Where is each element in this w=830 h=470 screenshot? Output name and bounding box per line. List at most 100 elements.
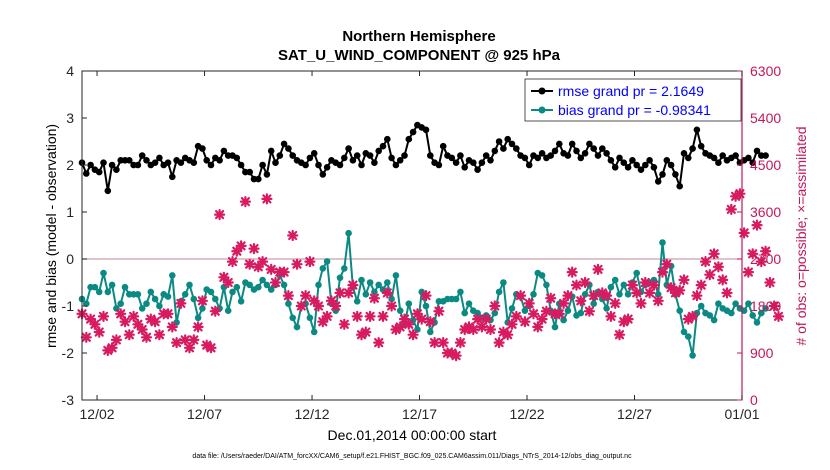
data-point-bias [310, 328, 318, 336]
data-point-rmse [392, 161, 400, 169]
data-point-rmse [289, 152, 297, 159]
data-point-rmse [629, 157, 636, 164]
left-axis: -3 -2 -1 0 1 2 3 4 [62, 63, 87, 408]
data-point-bias [422, 302, 430, 310]
data-point-obs [583, 305, 596, 317]
data-point-obs [639, 276, 651, 289]
data-point-bias [108, 281, 116, 289]
data-point-obs [183, 342, 196, 354]
data-point-rmse [650, 164, 658, 171]
data-point-bias [676, 307, 683, 315]
data-point-bias [392, 272, 400, 279]
data-point-rmse [685, 154, 692, 162]
data-point-rmse [482, 152, 490, 159]
y-tick-label-right: 4500 [750, 157, 781, 173]
data-point-rmse [564, 152, 572, 159]
data-point-obs [257, 256, 269, 268]
data-point-obs [394, 321, 406, 333]
data-point-obs [343, 287, 355, 299]
data-point-rmse [203, 157, 210, 164]
data-point-bias [181, 291, 189, 298]
data-point-rmse [100, 159, 107, 166]
data-point-bias [758, 309, 765, 317]
data-point-rmse [396, 157, 404, 164]
data-point-rmse [642, 161, 649, 169]
data-point-obs [626, 279, 639, 291]
data-point-bias [358, 276, 365, 284]
data-point-rmse [190, 159, 198, 166]
data-point-obs [605, 310, 617, 322]
data-point-obs [527, 308, 540, 320]
data-point-obs [188, 334, 200, 346]
data-point-bias [538, 272, 546, 279]
x-tick-label: 12/12 [295, 406, 330, 422]
data-point-rmse [495, 138, 503, 145]
data-point-rmse [315, 161, 322, 169]
data-point-obs [661, 258, 673, 270]
data-point-rmse [659, 171, 666, 178]
data-point-bias [83, 300, 90, 308]
data-point-rmse [633, 161, 640, 169]
data-point-obs [618, 316, 630, 328]
data-point-rmse [83, 170, 90, 177]
data-point-rmse [207, 161, 215, 169]
legend-rmse-label: rmse grand pr = 2.1649 [558, 83, 704, 99]
data-point-obs [304, 256, 316, 268]
data-point-rmse [323, 164, 331, 171]
data-point-obs [119, 316, 131, 328]
data-point-obs [708, 248, 720, 260]
data-point-bias [91, 283, 99, 291]
data-point-rmse [676, 182, 683, 190]
data-point-obs [433, 305, 445, 317]
data-point-obs [239, 196, 251, 208]
data-point-rmse [461, 164, 469, 171]
data-point-rmse [263, 171, 271, 178]
data-point-obs [682, 313, 694, 325]
data-point-rmse [401, 152, 408, 159]
data-point-rmse [762, 152, 769, 159]
data-point-rmse [457, 152, 464, 159]
y-tick-label-right: 3600 [750, 204, 781, 220]
data-point-rmse [306, 154, 314, 162]
data-point-bias [362, 291, 370, 298]
data-point-obs [609, 297, 621, 309]
data-point-rmse [478, 159, 486, 166]
data-point-bias [246, 281, 253, 289]
data-point-obs [252, 261, 264, 273]
data-point-rmse [358, 161, 365, 169]
data-point-obs [196, 295, 208, 307]
data-point-obs [562, 290, 574, 302]
y-tick-label-right: 6300 [750, 63, 781, 79]
chart-subtitle: SAT_U_WIND_COMPONENT @ 925 hPa [278, 47, 561, 64]
data-point-bias [285, 300, 292, 308]
data-point-obs [631, 287, 643, 299]
data-point-obs [755, 256, 767, 268]
data-point-bias [224, 307, 232, 315]
data-point-rmse [199, 145, 206, 152]
data-point-bias [194, 314, 202, 322]
data-point-rmse [220, 147, 228, 155]
data-point-obs [325, 295, 337, 307]
data-point-obs [364, 310, 376, 322]
data-point-obs [261, 193, 273, 205]
data-point-bias [345, 229, 352, 237]
data-point-rmse [491, 147, 499, 155]
data-point-bias [603, 305, 610, 312]
data-point-rmse [285, 145, 292, 152]
data-point-bias [577, 309, 585, 317]
data-point-obs [613, 329, 626, 341]
data-point-obs [110, 334, 123, 346]
data-point-obs [665, 282, 677, 294]
data-point-bias [229, 288, 236, 296]
data-point-rmse [336, 161, 344, 169]
y-tick-label-left: -1 [62, 298, 75, 314]
data-point-bias [697, 302, 705, 310]
data-point-bias [104, 288, 112, 296]
data-point-obs [171, 337, 183, 349]
chart-title: Northern Hemisphere [342, 28, 495, 45]
data-point-bias [186, 281, 193, 289]
data-point-bias [654, 291, 662, 298]
data-point-rmse [388, 154, 395, 162]
data-point-bias [371, 288, 378, 296]
data-point-obs [691, 290, 703, 302]
